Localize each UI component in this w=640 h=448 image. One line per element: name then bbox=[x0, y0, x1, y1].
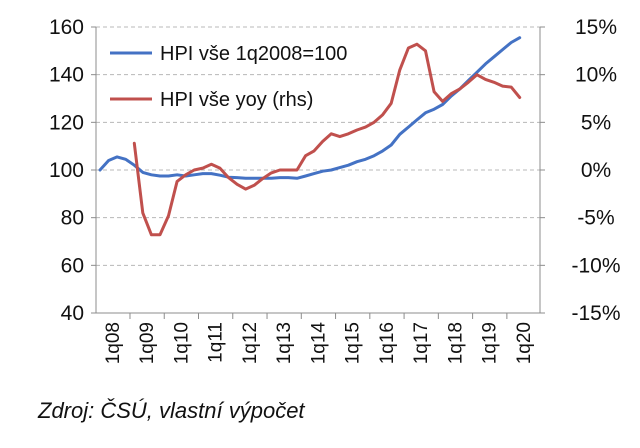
y-right-tick-label: 10% bbox=[575, 64, 617, 87]
y-axis-right: -15% -10% -5% 0% 5% 10% 15% bbox=[539, 16, 621, 325]
x-tick-label: 1q08 bbox=[103, 322, 124, 364]
x-tick-label: 1q17 bbox=[411, 322, 432, 364]
y-right-tick-label: -15% bbox=[571, 302, 620, 325]
y-left-tick-label: 60 bbox=[61, 254, 84, 277]
x-tick-label: 1q14 bbox=[308, 322, 329, 365]
x-tick-label: 1q09 bbox=[137, 322, 158, 364]
x-tick-label: 1q18 bbox=[445, 322, 466, 364]
y-left-tick-label: 80 bbox=[61, 207, 84, 230]
y-left-tick-label: 140 bbox=[49, 64, 84, 87]
x-tick-label: 1q20 bbox=[514, 322, 535, 364]
gridlines bbox=[96, 26, 540, 266]
y-axis-left: 40 60 80 100 120 140 160 bbox=[49, 16, 97, 325]
legend-label-yoy: HPI vše yoy (rhs) bbox=[160, 89, 313, 111]
x-tick-label: 1q16 bbox=[377, 322, 398, 364]
legend: HPI vše 1q2008=100 HPI vše yoy (rhs) bbox=[110, 43, 347, 111]
series-line-hpi bbox=[98, 36, 522, 180]
y-left-tick-label: 40 bbox=[61, 302, 84, 325]
y-left-tick-label: 160 bbox=[49, 16, 84, 39]
y-left-tick-label: 120 bbox=[49, 111, 84, 134]
y-right-tick-label: -10% bbox=[571, 254, 620, 277]
x-tick-label: 1q10 bbox=[171, 322, 192, 364]
y-right-tick-label: 15% bbox=[575, 16, 617, 39]
x-tick-label: 1q13 bbox=[274, 322, 295, 364]
x-tick-label: 1q15 bbox=[343, 322, 364, 364]
y-right-tick-label: 0% bbox=[581, 159, 611, 182]
legend-label-hpi: HPI vše 1q2008=100 bbox=[160, 43, 347, 65]
y-right-tick-label: -5% bbox=[577, 207, 614, 230]
x-tick-label: 1q12 bbox=[240, 322, 261, 364]
x-tick-label: 1q19 bbox=[480, 322, 501, 364]
y-left-tick-label: 100 bbox=[49, 159, 84, 182]
y-right-tick-label: 5% bbox=[581, 111, 611, 134]
series-lines bbox=[98, 36, 522, 237]
x-axis: 1q08 1q09 1q10 1q11 1q12 1q13 1q14 1q15 1q16 1q17… bbox=[96, 312, 540, 365]
source-note: Zdroj: ČSÚ, vlastní výpočet bbox=[38, 398, 305, 423]
series-line-yoy bbox=[132, 42, 522, 237]
x-tick-label: 1q11 bbox=[206, 322, 227, 363]
